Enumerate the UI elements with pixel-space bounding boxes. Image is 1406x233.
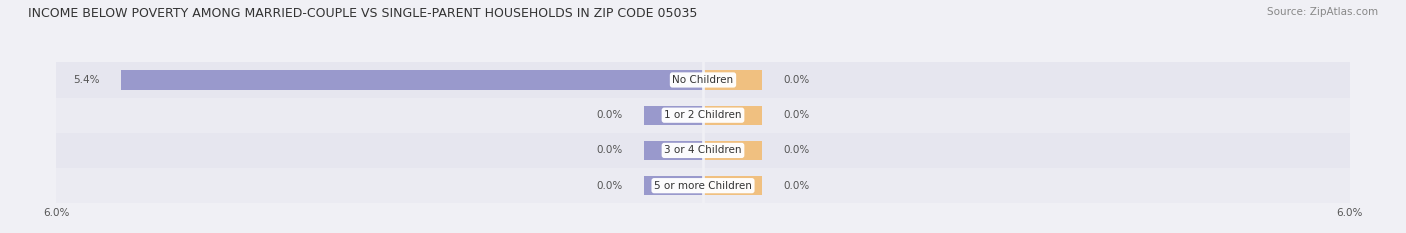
Bar <box>703 141 762 160</box>
Text: 0.0%: 0.0% <box>596 110 623 120</box>
Bar <box>121 70 703 90</box>
Text: 1 or 2 Children: 1 or 2 Children <box>664 110 742 120</box>
Bar <box>644 141 703 160</box>
Bar <box>56 62 1350 98</box>
Text: 0.0%: 0.0% <box>785 181 810 191</box>
Text: 3 or 4 Children: 3 or 4 Children <box>664 145 742 155</box>
Bar <box>703 70 762 90</box>
Text: 0.0%: 0.0% <box>785 110 810 120</box>
Text: 5 or more Children: 5 or more Children <box>654 181 752 191</box>
Bar <box>644 106 703 125</box>
Text: No Children: No Children <box>672 75 734 85</box>
Text: 5.4%: 5.4% <box>73 75 100 85</box>
Text: INCOME BELOW POVERTY AMONG MARRIED-COUPLE VS SINGLE-PARENT HOUSEHOLDS IN ZIP COD: INCOME BELOW POVERTY AMONG MARRIED-COUPL… <box>28 7 697 20</box>
Bar <box>644 176 703 195</box>
Bar <box>56 168 1350 203</box>
Text: 0.0%: 0.0% <box>596 145 623 155</box>
Text: 0.0%: 0.0% <box>596 181 623 191</box>
Bar <box>56 133 1350 168</box>
Bar <box>703 176 762 195</box>
Text: 0.0%: 0.0% <box>785 75 810 85</box>
Text: 0.0%: 0.0% <box>785 145 810 155</box>
Bar <box>56 98 1350 133</box>
Text: Source: ZipAtlas.com: Source: ZipAtlas.com <box>1267 7 1378 17</box>
Bar <box>703 106 762 125</box>
